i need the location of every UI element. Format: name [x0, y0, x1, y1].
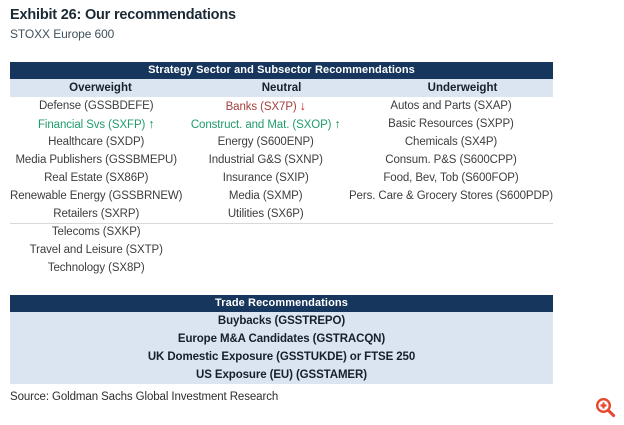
sector-label: Autos and Parts (SXAP) — [390, 100, 512, 112]
sector-table-body: Defense (GSSBDEFE) Banks (SX7P) ↓ Autos and… — [10, 97, 553, 277]
sector-label: Chemicals (SX4P) — [404, 136, 498, 148]
sector-cell-empty — [182, 223, 349, 241]
sector-cell-empty — [182, 259, 349, 277]
source-note: Source: Goldman Sachs Global Investment … — [10, 391, 279, 403]
sector-cell-empty — [349, 223, 553, 241]
sector-cell: Autos and Parts (SXAP) — [349, 97, 553, 115]
sector-cell: Construct. and Mat. (SXOP) ↑ — [182, 115, 349, 133]
sector-cell: Renewable Energy (GSSBRNEW) — [10, 187, 183, 205]
sector-label: Travel and Leisure (SXTP) — [29, 244, 163, 256]
sector-label: Insurance (SXIP) — [222, 172, 309, 184]
sector-label: Basic Resources (SXPP) — [388, 118, 514, 130]
sector-cell: Insurance (SXIP) — [182, 169, 349, 187]
sector-label: Financial Svs (SXFP) — [37, 119, 146, 131]
sector-cell: Utilities (SX6P) — [182, 205, 349, 223]
sector-recommendations-table: Strategy Sector and Subsector Recommenda… — [10, 62, 553, 277]
sector-cell-empty — [349, 205, 553, 223]
sector-cell: Industrial G&S (SXNP) — [182, 151, 349, 169]
sector-label: Construct. and Mat. (SXOP) — [190, 119, 332, 131]
sector-cell: Technology (SX8P) — [10, 259, 182, 277]
sector-label: Banks (SX7P) — [225, 101, 297, 113]
sector-cell: Healthcare (SXDP) — [10, 133, 182, 151]
sector-label: Media Publishers (GSSBMEPU) — [15, 154, 177, 166]
sector-label: Consum. P&S (S600CPP) — [385, 154, 517, 166]
trade-recommendations-table: Trade Recommendations Buybacks (GSSTREPO… — [10, 295, 553, 384]
up-arrow-icon: ↑ — [148, 117, 155, 131]
sector-cell-empty — [182, 241, 349, 259]
sector-label: Telecoms (SXKP) — [51, 226, 141, 238]
sector-cell: Media (SXMP) — [182, 187, 349, 205]
sector-cell: Food, Bev, Tob (S600FOP) — [349, 169, 553, 187]
sector-label: Healthcare (SXDP) — [48, 136, 145, 148]
trade-row: Buybacks (GSSTREPO) — [217, 315, 346, 327]
sector-cell: Media Publishers (GSSBMEPU) — [10, 151, 182, 169]
sector-cell: Energy (S600ENP) — [182, 133, 349, 151]
sector-cell: Financial Svs (SXFP) ↑ — [10, 115, 182, 133]
sector-label: Pers. Care & Grocery Stores (S600PDP) — [348, 190, 553, 202]
column-header-overweight: Overweight — [69, 82, 132, 94]
trade-row: UK Domestic Exposure (GSSTUKDE) or FTSE … — [147, 351, 416, 363]
sector-label: Technology (SX8P) — [47, 262, 145, 274]
column-header-neutral: Neutral — [261, 82, 302, 94]
sector-cell: Consum. P&S (S600CPP) — [349, 151, 553, 169]
trade-table-rows: Buybacks (GSSTREPO) Europe M&A Candidates… — [10, 312, 553, 384]
sector-cell: Basic Resources (SXPP) — [349, 115, 553, 133]
sector-label: Renewable Energy (GSSBRNEW) — [10, 190, 183, 202]
sector-cell: Chemicals (SX4P) — [349, 133, 553, 151]
table-bottom-divider — [10, 223, 553, 224]
sector-cell: Pers. Care & Grocery Stores (S600PDP) — [349, 187, 553, 205]
exhibit-subtitle: STOXX Europe 600 — [10, 27, 115, 41]
sector-label: Energy (S600ENP) — [217, 136, 314, 148]
trade-row: Europe M&A Candidates (GSTRACQN) — [177, 333, 386, 345]
sector-label: Media (SXMP) — [228, 190, 303, 202]
trade-row: US Exposure (EU) (GSSTAMER) — [196, 369, 367, 381]
sector-cell-empty — [349, 241, 553, 259]
up-arrow-icon: ↑ — [334, 117, 341, 131]
down-arrow-icon: ↓ — [299, 99, 306, 113]
sector-label: Retailers (SXRP) — [53, 208, 140, 220]
sector-cell: Real Estate (SX86P) — [10, 169, 182, 187]
sector-cell-empty — [349, 259, 553, 277]
sector-column-headers: Overweight Neutral Underweight — [10, 79, 553, 97]
sector-cell: Defense (GSSBDEFE) — [10, 97, 182, 115]
sector-cell: Telecoms (SXKP) — [10, 223, 182, 241]
sector-table-header: Strategy Sector and Subsector Recommenda… — [10, 62, 553, 79]
trade-table-header: Trade Recommendations — [10, 295, 553, 312]
sector-label: Real Estate (SX86P) — [44, 172, 149, 184]
exhibit-title: Exhibit 26: Our recommendations — [10, 7, 236, 23]
sector-cell: Banks (SX7P) ↓ — [182, 97, 349, 115]
sector-cell: Retailers (SXRP) — [10, 205, 182, 223]
zoom-in-icon[interactable] — [594, 396, 617, 419]
column-header-underweight: Underweight — [427, 82, 498, 94]
sector-label: Food, Bev, Tob (S600FOP) — [383, 172, 519, 184]
sector-label: Defense (GSSBDEFE) — [38, 100, 154, 112]
sector-label: Utilities (SX6P) — [227, 208, 304, 220]
magnifier-plus-glyph — [595, 397, 616, 418]
sector-label: Industrial G&S (SXNP) — [208, 154, 323, 166]
sector-cell: Travel and Leisure (SXTP) — [10, 241, 182, 259]
